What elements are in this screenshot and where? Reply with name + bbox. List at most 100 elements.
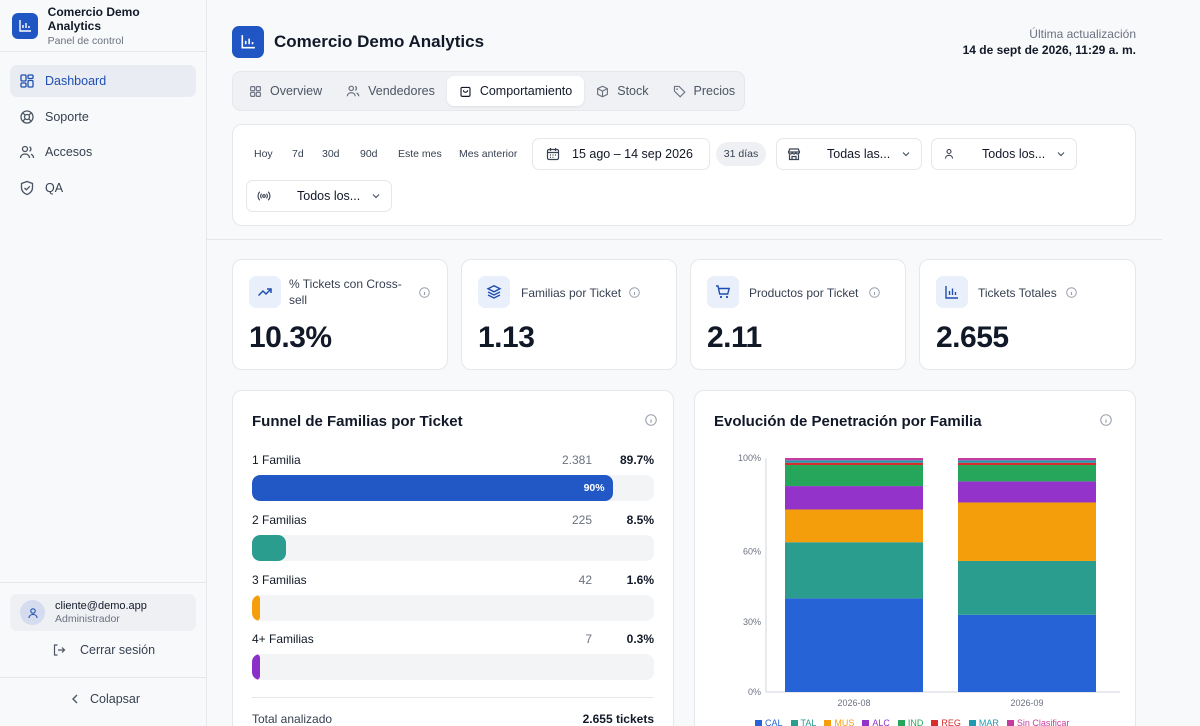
tab-bar: Overview Vendedores Comportamiento Stock… <box>232 71 745 111</box>
bar-segment-mar[interactable] <box>785 460 923 463</box>
trending-up-icon <box>249 276 281 308</box>
bar-segment-mar[interactable] <box>958 460 1096 463</box>
legend-item[interactable]: MUS <box>824 718 854 726</box>
last-update-label: Última actualización <box>1029 27 1136 41</box>
chevron-down-icon <box>1057 152 1065 157</box>
legend-label: MAR <box>978 718 999 726</box>
legend-item[interactable]: IND <box>897 718 923 726</box>
bar-segment-cal[interactable] <box>958 614 1096 692</box>
header-logo-icon <box>232 26 264 58</box>
legend-label: Sin Clasificar <box>1016 718 1070 726</box>
quick-filter-este-mes[interactable]: Este mes <box>398 148 442 160</box>
funnel-row-percent: 8.5% <box>626 513 654 527</box>
quick-filter-90d[interactable]: 90d <box>360 148 378 160</box>
user-icon <box>944 148 954 159</box>
cart-icon <box>707 276 739 308</box>
info-icon[interactable] <box>645 414 657 426</box>
legend-item[interactable]: Sin Clasificar <box>1006 718 1070 726</box>
grid-icon <box>20 74 34 88</box>
kpi-value: 2.655 <box>936 321 1009 354</box>
sidebar-divider <box>0 582 207 583</box>
bar-segment-ind[interactable] <box>785 465 923 487</box>
seller-select-value: Todos los... <box>982 147 1046 161</box>
quick-filter-30d[interactable]: 30d <box>322 148 340 160</box>
tab-label: Stock <box>617 84 649 98</box>
total-label: Total analizado <box>252 712 333 726</box>
legend-label: MUS <box>834 718 855 726</box>
legend-swatch <box>968 719 976 726</box>
bar-segment-tal[interactable] <box>958 560 1096 615</box>
legend-item[interactable]: TAL <box>790 718 816 726</box>
legend-item[interactable]: REG <box>931 718 961 726</box>
tab-comportamiento[interactable]: Comportamiento <box>446 76 585 106</box>
tab-label: Precios <box>693 84 736 98</box>
chevron-down-icon <box>902 152 910 157</box>
legend-item[interactable]: CAL <box>755 718 783 726</box>
bar-segment-cal[interactable] <box>785 598 923 692</box>
bar-segment-mus[interactable] <box>958 502 1096 561</box>
legend-item[interactable]: MAR <box>968 718 999 726</box>
quick-filter-mes-anterior[interactable]: Mes anterior <box>459 148 518 160</box>
penetration-title: Evolución de Penetración por Familia <box>714 413 982 430</box>
seller-select[interactable]: Todos los... <box>931 138 1077 170</box>
legend-label: REG <box>941 718 961 726</box>
sidebar-item-qa[interactable]: QA <box>10 172 196 204</box>
store-select[interactable]: Todas las... <box>776 138 922 170</box>
kpi-title: % Tickets con Cross-sell <box>289 277 402 307</box>
brand-logo-icon <box>12 12 38 39</box>
date-range-picker[interactable]: 15 ago – 14 sep 2026 <box>532 138 710 170</box>
funnel-row-percent: 0.3% <box>626 632 654 646</box>
bar-segment-sin-clasificar[interactable] <box>785 458 923 461</box>
tab-label: Vendedores <box>368 84 435 98</box>
tab-vendedores[interactable]: Vendedores <box>334 76 447 106</box>
box-icon <box>597 85 609 97</box>
logout-button[interactable]: Cerrar sesión <box>52 643 155 657</box>
info-icon[interactable] <box>419 287 430 298</box>
x-tick-label: 2026-08 <box>837 698 870 708</box>
page-title: Comercio Demo Analytics <box>274 32 485 51</box>
kpi-title: Tickets Totales <box>978 286 1057 300</box>
shield-icon <box>20 180 34 195</box>
bar-segment-sin-clasificar[interactable] <box>958 458 1096 461</box>
total-value: 2.655 tickets <box>582 712 654 726</box>
funnel-bar-track <box>252 654 654 680</box>
last-update-value: 14 de sept de 2026, 11:29 a. m. <box>962 43 1136 57</box>
funnel-row-label: 3 Familias <box>252 573 307 587</box>
quick-filter-hoy[interactable]: Hoy <box>254 148 273 160</box>
bar-segment-tal[interactable] <box>785 542 923 599</box>
funnel-bar-fill <box>252 535 287 561</box>
funnel-row-label: 4+ Familias <box>252 632 314 646</box>
tab-precios[interactable]: Precios <box>661 76 748 106</box>
user-role: Administrador <box>55 613 120 625</box>
bar-segment-reg[interactable] <box>958 462 1096 466</box>
info-icon[interactable] <box>869 287 880 298</box>
collapse-button[interactable]: Colapsar <box>70 692 140 706</box>
bar-segment-mus[interactable] <box>785 509 923 543</box>
sidebar-item-soporte[interactable]: Soporte <box>10 101 196 133</box>
tab-overview[interactable]: Overview <box>237 76 334 106</box>
funnel-row-count: 225 <box>571 513 592 527</box>
info-icon[interactable] <box>1066 287 1077 298</box>
bar-segment-reg[interactable] <box>785 462 923 466</box>
legend-item[interactable]: ALC <box>862 718 890 726</box>
brand[interactable]: Comercio Demo Analytics Panel de control <box>0 0 206 52</box>
info-icon[interactable] <box>1100 414 1112 426</box>
user-card[interactable]: cliente@demo.app Administrador <box>10 594 196 631</box>
channel-select-value: Todos los... <box>297 189 361 203</box>
x-tick-label: 2026-09 <box>1010 698 1043 708</box>
sidebar-divider <box>0 677 207 678</box>
info-icon[interactable] <box>629 287 640 298</box>
chart-legend: CAL TAL MUS ALC IND REG MAR Sin Clasificar <box>755 718 1077 726</box>
bar-segment-ind[interactable] <box>958 465 1096 482</box>
channel-select[interactable]: Todos los... <box>246 180 392 212</box>
funnel-row-label: 1 Familia <box>252 453 301 467</box>
sidebar-item-accesos[interactable]: Accesos <box>10 136 196 168</box>
funnel-card: Funnel de Familias por Ticket 1 Familia 2… <box>232 390 674 726</box>
logout-label: Cerrar sesión <box>80 643 156 657</box>
penetration-card: Evolución de Penetración por Familia 100… <box>694 390 1136 726</box>
sidebar-item-dashboard[interactable]: Dashboard <box>10 65 196 97</box>
tab-stock[interactable]: Stock <box>584 76 660 106</box>
bar-segment-alc[interactable] <box>785 486 923 510</box>
bar-segment-alc[interactable] <box>958 481 1096 503</box>
quick-filter-7d[interactable]: 7d <box>292 148 304 160</box>
